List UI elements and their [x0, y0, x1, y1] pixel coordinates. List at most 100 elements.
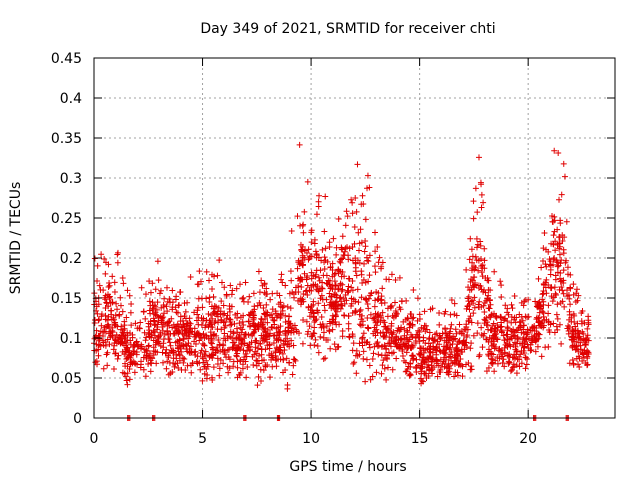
data-point: [161, 310, 168, 317]
x-tick-label: 0: [90, 431, 99, 447]
data-point: [157, 287, 164, 294]
data-point: [389, 312, 396, 319]
data-point: [312, 273, 319, 280]
data-point: [268, 356, 275, 363]
data-point: [345, 283, 352, 290]
data-point: [434, 373, 441, 380]
data-point: [257, 366, 264, 373]
data-point: [114, 355, 121, 362]
data-point: [322, 257, 329, 264]
data-point: [353, 272, 360, 279]
data-point: [313, 211, 320, 218]
data-point: [396, 304, 403, 311]
data-point: [488, 355, 495, 362]
data-point: [476, 298, 483, 305]
data-point: [348, 196, 355, 203]
data-point: [504, 318, 511, 325]
data-point: [557, 278, 564, 285]
data-point: [152, 309, 159, 316]
data-point: [468, 246, 475, 253]
data-point: [210, 364, 217, 371]
data-point: [327, 299, 334, 306]
data-point: [234, 329, 241, 336]
data-point: [379, 362, 386, 369]
data-point: [412, 365, 419, 372]
data-point: [573, 355, 580, 362]
data-point: [474, 244, 481, 251]
data-point: [319, 285, 326, 292]
data-point: [556, 196, 563, 203]
data-point: [402, 343, 409, 350]
data-point: [149, 280, 156, 287]
data-point: [192, 348, 199, 355]
data-point: [540, 281, 547, 288]
data-point: [573, 335, 580, 342]
data-point: [193, 332, 200, 339]
y-tick-label: 0.3: [60, 171, 82, 187]
data-point: [287, 268, 294, 275]
data-point: [407, 372, 414, 379]
data-point: [376, 254, 383, 261]
data-point: [454, 357, 461, 364]
data-point: [575, 292, 582, 299]
data-point: [352, 268, 359, 275]
data-point: [168, 347, 175, 354]
data-point: [277, 311, 284, 318]
data-point: [117, 336, 124, 343]
data-point: [470, 310, 477, 317]
data-point: [303, 318, 310, 325]
data-point: [452, 369, 459, 376]
data-point: [326, 281, 333, 288]
data-point: [280, 356, 287, 363]
data-point: [124, 363, 131, 370]
data-point: [234, 374, 241, 381]
data-point: [316, 192, 323, 199]
data-point: [349, 287, 356, 294]
data-point: [288, 337, 295, 344]
data-point: [152, 348, 159, 355]
data-point: [294, 297, 301, 304]
data-point: [237, 346, 244, 353]
data-point: [246, 293, 253, 300]
data-point: [253, 350, 260, 357]
data-point: [416, 315, 423, 322]
data-point: [454, 372, 461, 379]
data-point: [530, 333, 537, 340]
data-point: [393, 355, 400, 362]
data-point: [364, 300, 371, 307]
data-point: [514, 335, 521, 342]
data-point: [378, 370, 385, 377]
data-point: [436, 332, 443, 339]
data-point: [186, 315, 193, 322]
data-point: [551, 147, 558, 154]
data-point: [473, 235, 480, 242]
data-point: [279, 350, 286, 357]
data-point: [293, 326, 300, 333]
data-point: [200, 332, 207, 339]
data-point: [290, 362, 297, 369]
data-point: [354, 161, 361, 168]
data-point: [258, 316, 265, 323]
data-point: [208, 324, 215, 331]
data-point: [308, 275, 315, 282]
data-point: [389, 366, 396, 373]
data-point: [437, 336, 444, 343]
data-point: [94, 262, 101, 269]
data-point: [181, 312, 188, 319]
data-point: [221, 310, 228, 317]
data-point: [426, 329, 433, 336]
data-point: [279, 279, 286, 286]
data-point: [403, 368, 410, 375]
data-point: [359, 192, 366, 199]
data-point: [238, 340, 245, 347]
data-point: [532, 298, 539, 305]
data-point: [511, 292, 518, 299]
data-point: [244, 348, 251, 355]
data-point: [241, 331, 248, 338]
data-point: [380, 357, 387, 364]
data-point: [183, 329, 190, 336]
data-point: [491, 268, 498, 275]
data-point: [242, 358, 249, 365]
data-point: [254, 382, 261, 389]
y-tick-label: 0.2: [60, 251, 82, 267]
